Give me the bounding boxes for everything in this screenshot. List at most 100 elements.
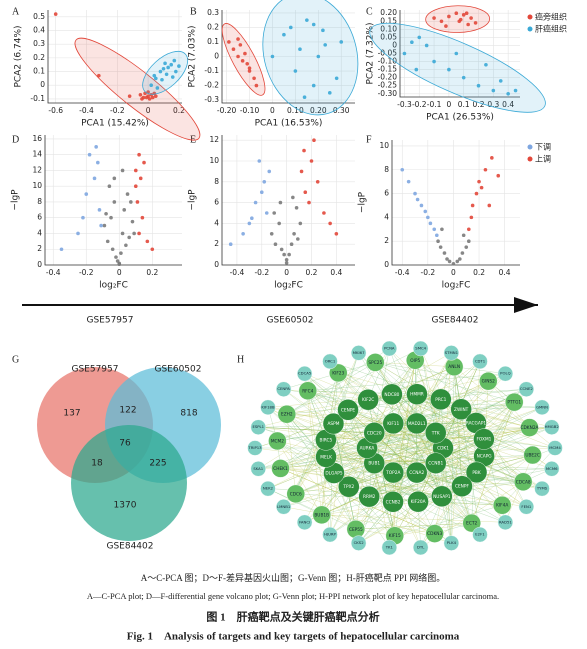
- point: [288, 25, 293, 30]
- venn-count: 137: [63, 409, 80, 419]
- point: [150, 247, 155, 252]
- network-node: [250, 461, 266, 477]
- x-tick-label: 0.3: [487, 100, 499, 109]
- network-edge: [461, 407, 543, 410]
- network-node-label: HJURP: [324, 532, 336, 537]
- point: [296, 237, 300, 241]
- legend-marker: [527, 144, 533, 150]
- point: [119, 251, 123, 255]
- network-node: [513, 472, 533, 491]
- x-tick-label: 0.2: [306, 268, 318, 277]
- x-tick-label: -0.2: [254, 268, 269, 277]
- network-node: [465, 461, 488, 484]
- network-node-label: ESPL1: [252, 424, 264, 429]
- network-edge: [307, 373, 506, 391]
- point: [466, 22, 470, 27]
- x-tick-label: 0: [270, 106, 275, 115]
- network-node: [479, 371, 498, 391]
- network-edge: [329, 438, 485, 535]
- point: [400, 167, 405, 172]
- network-node: [412, 539, 429, 556]
- x-axis-title: PCA1 (15.42%): [81, 119, 149, 129]
- point: [454, 11, 459, 16]
- network-node: [451, 475, 473, 497]
- network-node: [520, 418, 539, 437]
- network-edge: [389, 348, 441, 400]
- network-node: [298, 381, 317, 400]
- point: [127, 94, 132, 98]
- network-node-label: FEN1: [521, 504, 531, 509]
- axis-line: [47, 10, 182, 104]
- point: [252, 76, 256, 81]
- point: [440, 227, 444, 232]
- point: [262, 180, 267, 184]
- point: [311, 22, 316, 27]
- panel-label: A: [12, 6, 20, 17]
- network-node: [534, 480, 550, 497]
- point: [158, 69, 163, 74]
- network-node-label: GMNN: [536, 404, 548, 409]
- point: [154, 76, 158, 81]
- point: [484, 62, 488, 67]
- y-tick-label: 10: [209, 156, 219, 165]
- point: [439, 19, 444, 24]
- y-tick-label: 0.4: [33, 26, 45, 35]
- axis-line: [391, 140, 520, 266]
- network-node: [322, 526, 338, 543]
- network-node-label: BUB1B: [314, 512, 329, 518]
- y-tick-label: -0.20: [378, 73, 398, 82]
- point: [94, 145, 98, 149]
- network-edge: [286, 389, 527, 415]
- x-tick-label: -0.20: [217, 106, 237, 115]
- network-edge: [304, 366, 455, 523]
- network-node: [381, 340, 398, 357]
- network-node: [472, 526, 488, 543]
- network-node-label: NDC80: [384, 392, 399, 398]
- x-tick-label: 0: [451, 268, 456, 277]
- network-edge: [374, 454, 533, 464]
- point: [236, 37, 240, 41]
- network-node: [247, 440, 263, 456]
- network-node: [338, 476, 360, 498]
- axis-line: [399, 10, 520, 98]
- point: [413, 191, 417, 196]
- y-tick-label: 8: [384, 165, 389, 174]
- axis-line: [44, 135, 182, 266]
- network-node-label: BUB1: [368, 461, 380, 467]
- network-node-label: LMNB1: [277, 504, 291, 509]
- point: [120, 168, 125, 173]
- y-tick-label: 14: [32, 150, 42, 159]
- venn-count: 122: [119, 406, 136, 416]
- point: [284, 261, 289, 265]
- point: [87, 152, 92, 157]
- point: [323, 43, 327, 47]
- y-tick-label: 0.2: [33, 53, 45, 62]
- x-tick-label: 0.20: [310, 106, 327, 115]
- network-edge: [280, 394, 418, 469]
- y-tick-label: 0.5: [33, 12, 45, 21]
- network-node: [407, 490, 429, 513]
- point: [53, 12, 58, 16]
- x-axis-title: PCA1 (26.53%): [426, 113, 494, 123]
- network-edge: [375, 362, 515, 403]
- network-node-label: RRM2: [363, 494, 376, 500]
- y-tick-label: 0.1: [33, 67, 45, 76]
- point: [315, 180, 320, 184]
- point: [305, 18, 309, 22]
- point: [417, 35, 422, 40]
- x-tick-label: 0: [146, 106, 151, 115]
- y-tick-label: 12: [209, 135, 219, 144]
- point: [257, 159, 262, 163]
- point: [236, 54, 240, 59]
- legend-marker: [527, 156, 533, 162]
- point: [120, 231, 125, 236]
- point: [298, 47, 302, 52]
- network-node: [472, 353, 488, 370]
- venn-count: 76: [119, 439, 131, 449]
- point: [269, 232, 274, 236]
- y-tick-label: 4: [37, 228, 42, 237]
- point: [311, 83, 316, 88]
- network-node: [430, 388, 452, 411]
- network-edge: [258, 409, 462, 469]
- network-node: [497, 514, 514, 531]
